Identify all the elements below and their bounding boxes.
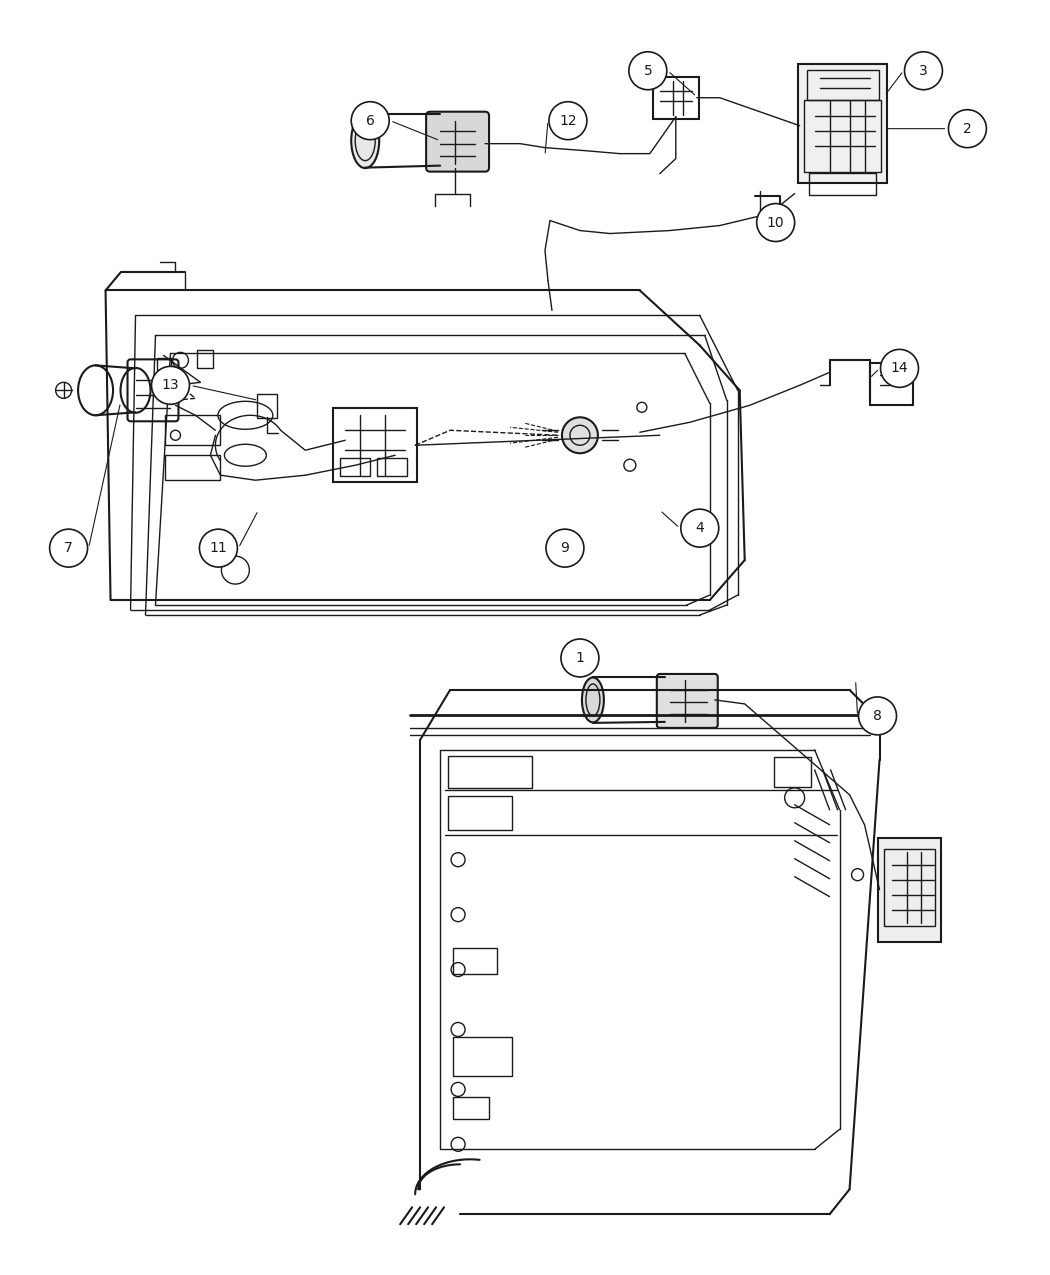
- Ellipse shape: [582, 677, 604, 723]
- Text: 3: 3: [919, 64, 928, 78]
- Text: 2: 2: [963, 121, 972, 135]
- Circle shape: [948, 110, 986, 148]
- Circle shape: [881, 349, 919, 388]
- Text: 14: 14: [890, 361, 908, 375]
- Text: 9: 9: [561, 541, 569, 555]
- Circle shape: [151, 366, 189, 404]
- Circle shape: [546, 529, 584, 567]
- Circle shape: [859, 697, 897, 734]
- Circle shape: [549, 102, 587, 140]
- Text: 10: 10: [766, 215, 784, 230]
- Circle shape: [680, 509, 719, 547]
- Ellipse shape: [352, 113, 379, 168]
- Circle shape: [562, 417, 597, 453]
- Circle shape: [629, 52, 667, 89]
- Circle shape: [200, 529, 237, 567]
- Text: 6: 6: [365, 113, 375, 128]
- Text: 5: 5: [644, 64, 652, 78]
- FancyBboxPatch shape: [426, 112, 489, 172]
- Bar: [377, 458, 407, 477]
- Circle shape: [757, 204, 795, 241]
- FancyBboxPatch shape: [878, 838, 942, 942]
- Text: 11: 11: [210, 541, 227, 555]
- Text: 7: 7: [64, 541, 74, 555]
- Text: 12: 12: [560, 113, 576, 128]
- Bar: [340, 458, 371, 477]
- Circle shape: [49, 529, 87, 567]
- Text: 13: 13: [162, 379, 180, 393]
- FancyBboxPatch shape: [798, 64, 886, 182]
- Bar: [197, 351, 213, 368]
- Text: 8: 8: [874, 709, 882, 723]
- Circle shape: [352, 102, 390, 140]
- Text: 1: 1: [575, 652, 585, 666]
- Text: 4: 4: [695, 521, 705, 536]
- Circle shape: [904, 52, 943, 89]
- Bar: [166, 416, 220, 445]
- FancyBboxPatch shape: [657, 674, 718, 728]
- Bar: [166, 455, 220, 481]
- Circle shape: [561, 639, 598, 677]
- Bar: [158, 358, 171, 370]
